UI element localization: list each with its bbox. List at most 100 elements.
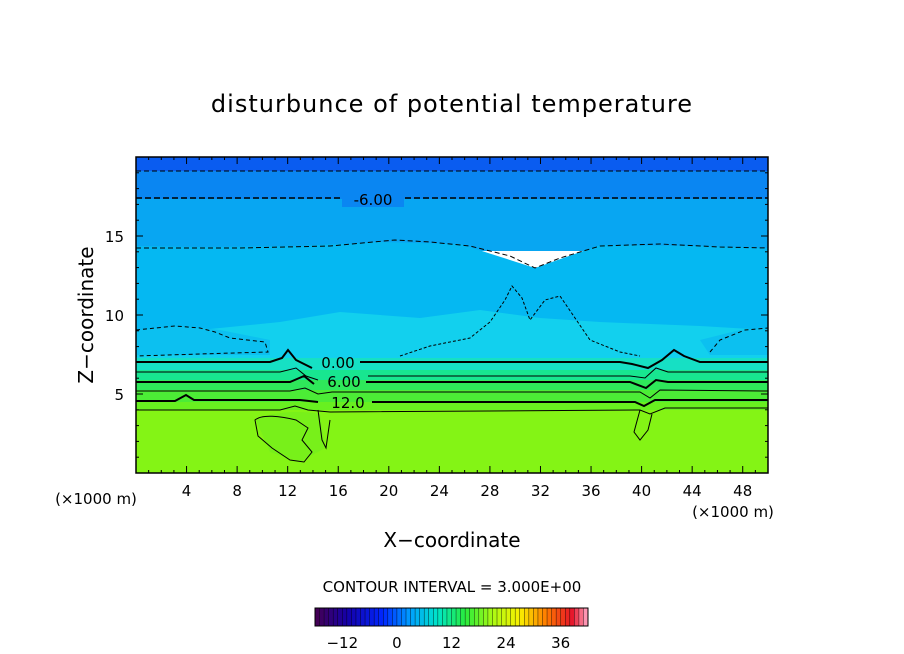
contour-solid: [633, 409, 653, 441]
colorbar-tick-label: 36: [551, 634, 570, 652]
contour-label: 6.00: [327, 373, 360, 391]
colorbar-cell: [542, 608, 548, 626]
colorbar-cell: [415, 608, 420, 626]
colorbar-cell: [437, 608, 443, 626]
colorbar-cell: [319, 608, 325, 626]
colorbar-cell: [483, 608, 489, 626]
x-unit-label: (×1000 m): [692, 503, 774, 521]
colorbar-cell: [378, 608, 384, 626]
colorbar-cell: [487, 608, 493, 626]
colorbar-cell: [583, 608, 589, 626]
field-low-disturbance-patch: [136, 326, 270, 355]
colorbar-cell: [465, 608, 470, 626]
colorbar-cell: [324, 608, 329, 626]
x-axis-title: X−coordinate: [383, 528, 520, 552]
colorbar-frame: [314, 607, 589, 627]
colorbar-cell: [355, 608, 361, 626]
colorbar-cell: [428, 608, 434, 626]
y-tick-label: 15: [105, 228, 124, 246]
colorbar-cell: [383, 608, 389, 626]
colorbar-cell: [492, 608, 498, 626]
x-tick-label: 48: [733, 482, 752, 500]
contour-six: [136, 374, 768, 390]
field-lower-band: [136, 410, 768, 473]
colorbar-cell: [315, 608, 320, 626]
contour-label: 12.0: [331, 394, 364, 412]
colorbar-cell: [396, 608, 402, 626]
colorbar-cell: [387, 608, 393, 626]
field-green-band-4: [136, 402, 768, 412]
colorbar-cell: [369, 608, 375, 626]
colorbar-tick-label: 0: [392, 634, 402, 652]
y-axis: 5 10 15: [105, 172, 768, 458]
y-tick-label: 5: [114, 386, 124, 404]
colorbar-cell: [574, 608, 580, 626]
y-tick-label: 10: [105, 307, 124, 325]
colorbar-cell: [419, 608, 425, 626]
colorbar-cell: [515, 608, 521, 626]
y-axis-title: Z−coordinate: [74, 246, 98, 383]
field-green-band-2: [136, 380, 768, 390]
colorbar-cell: [474, 608, 480, 626]
contour-solid: [136, 387, 768, 399]
colorbar-cell: [528, 608, 534, 626]
colorbar-cell: [460, 608, 466, 626]
colorbar-tick-label: 12: [442, 634, 461, 652]
field-top-band: [136, 157, 768, 171]
field-mid-band: [136, 199, 768, 251]
colorbar-cell: [392, 608, 398, 626]
colorbar-cell: [365, 608, 370, 626]
colorbar-cell: [337, 608, 343, 626]
colorbar-cell: [446, 608, 452, 626]
field-upper-band: [136, 171, 768, 199]
colorbar-cell: [501, 608, 507, 626]
field-low-disturbance-patch: [700, 328, 768, 355]
field-warm-patch: [256, 412, 325, 462]
x-tick-label: 4: [182, 482, 192, 500]
colorbar-cell: [519, 608, 525, 626]
colorbar-cell: [456, 608, 461, 626]
colorbar-cell: [565, 608, 571, 626]
colorbar-cell: [342, 608, 348, 626]
x-tick-label: 8: [232, 482, 242, 500]
colorbar-cell: [406, 608, 411, 626]
contour-lines: [136, 170, 768, 463]
contour-twelve: [136, 393, 768, 408]
colorbar-cell: [533, 608, 539, 626]
colorbar-cell: [556, 608, 561, 626]
colorbar: [314, 607, 589, 627]
x-tick-label: 32: [531, 482, 550, 500]
colorbar-cell: [551, 608, 557, 626]
contour-dashed: [709, 327, 768, 353]
colorbar-cell: [424, 608, 430, 626]
field-teal-band: [136, 358, 768, 370]
colorbar-cell: [478, 608, 484, 626]
x-axis: 4 8 12 16 20 24 28 32 36 40 44 48: [148, 157, 756, 500]
x-tick-label: 40: [632, 482, 651, 500]
contour-labels: -6.00 0.00 6.00 12.0: [321, 191, 404, 412]
colorbar-cell: [569, 608, 575, 626]
field-cyan-region: [136, 310, 768, 360]
colorbar-tick-label: 24: [497, 634, 516, 652]
x-tick-label: 24: [430, 482, 449, 500]
contour-solid: [136, 367, 768, 381]
colorbar-cell: [351, 608, 357, 626]
plot-area: [136, 157, 768, 473]
colorbar-cell: [560, 608, 566, 626]
colorbar-ticks: −12 0 12 24 36: [326, 634, 570, 652]
x-tick-label: 44: [683, 482, 702, 500]
colorbar-cell: [433, 608, 439, 626]
colorbar-cell: [442, 608, 448, 626]
y-unit-label: (×1000 m): [55, 490, 137, 508]
colorbar-cell: [328, 608, 334, 626]
colorbar-cell: [374, 608, 379, 626]
field-green-band-1: [136, 370, 768, 380]
colorbar-cell: [524, 608, 530, 626]
colorbar-cell: [360, 608, 366, 626]
x-tick-label: 28: [480, 482, 499, 500]
x-tick-label: 20: [379, 482, 398, 500]
colorbar-cell: [510, 608, 516, 626]
colorbar-cell: [547, 608, 552, 626]
chart-title: disturbunce of potential temperature: [211, 90, 693, 118]
